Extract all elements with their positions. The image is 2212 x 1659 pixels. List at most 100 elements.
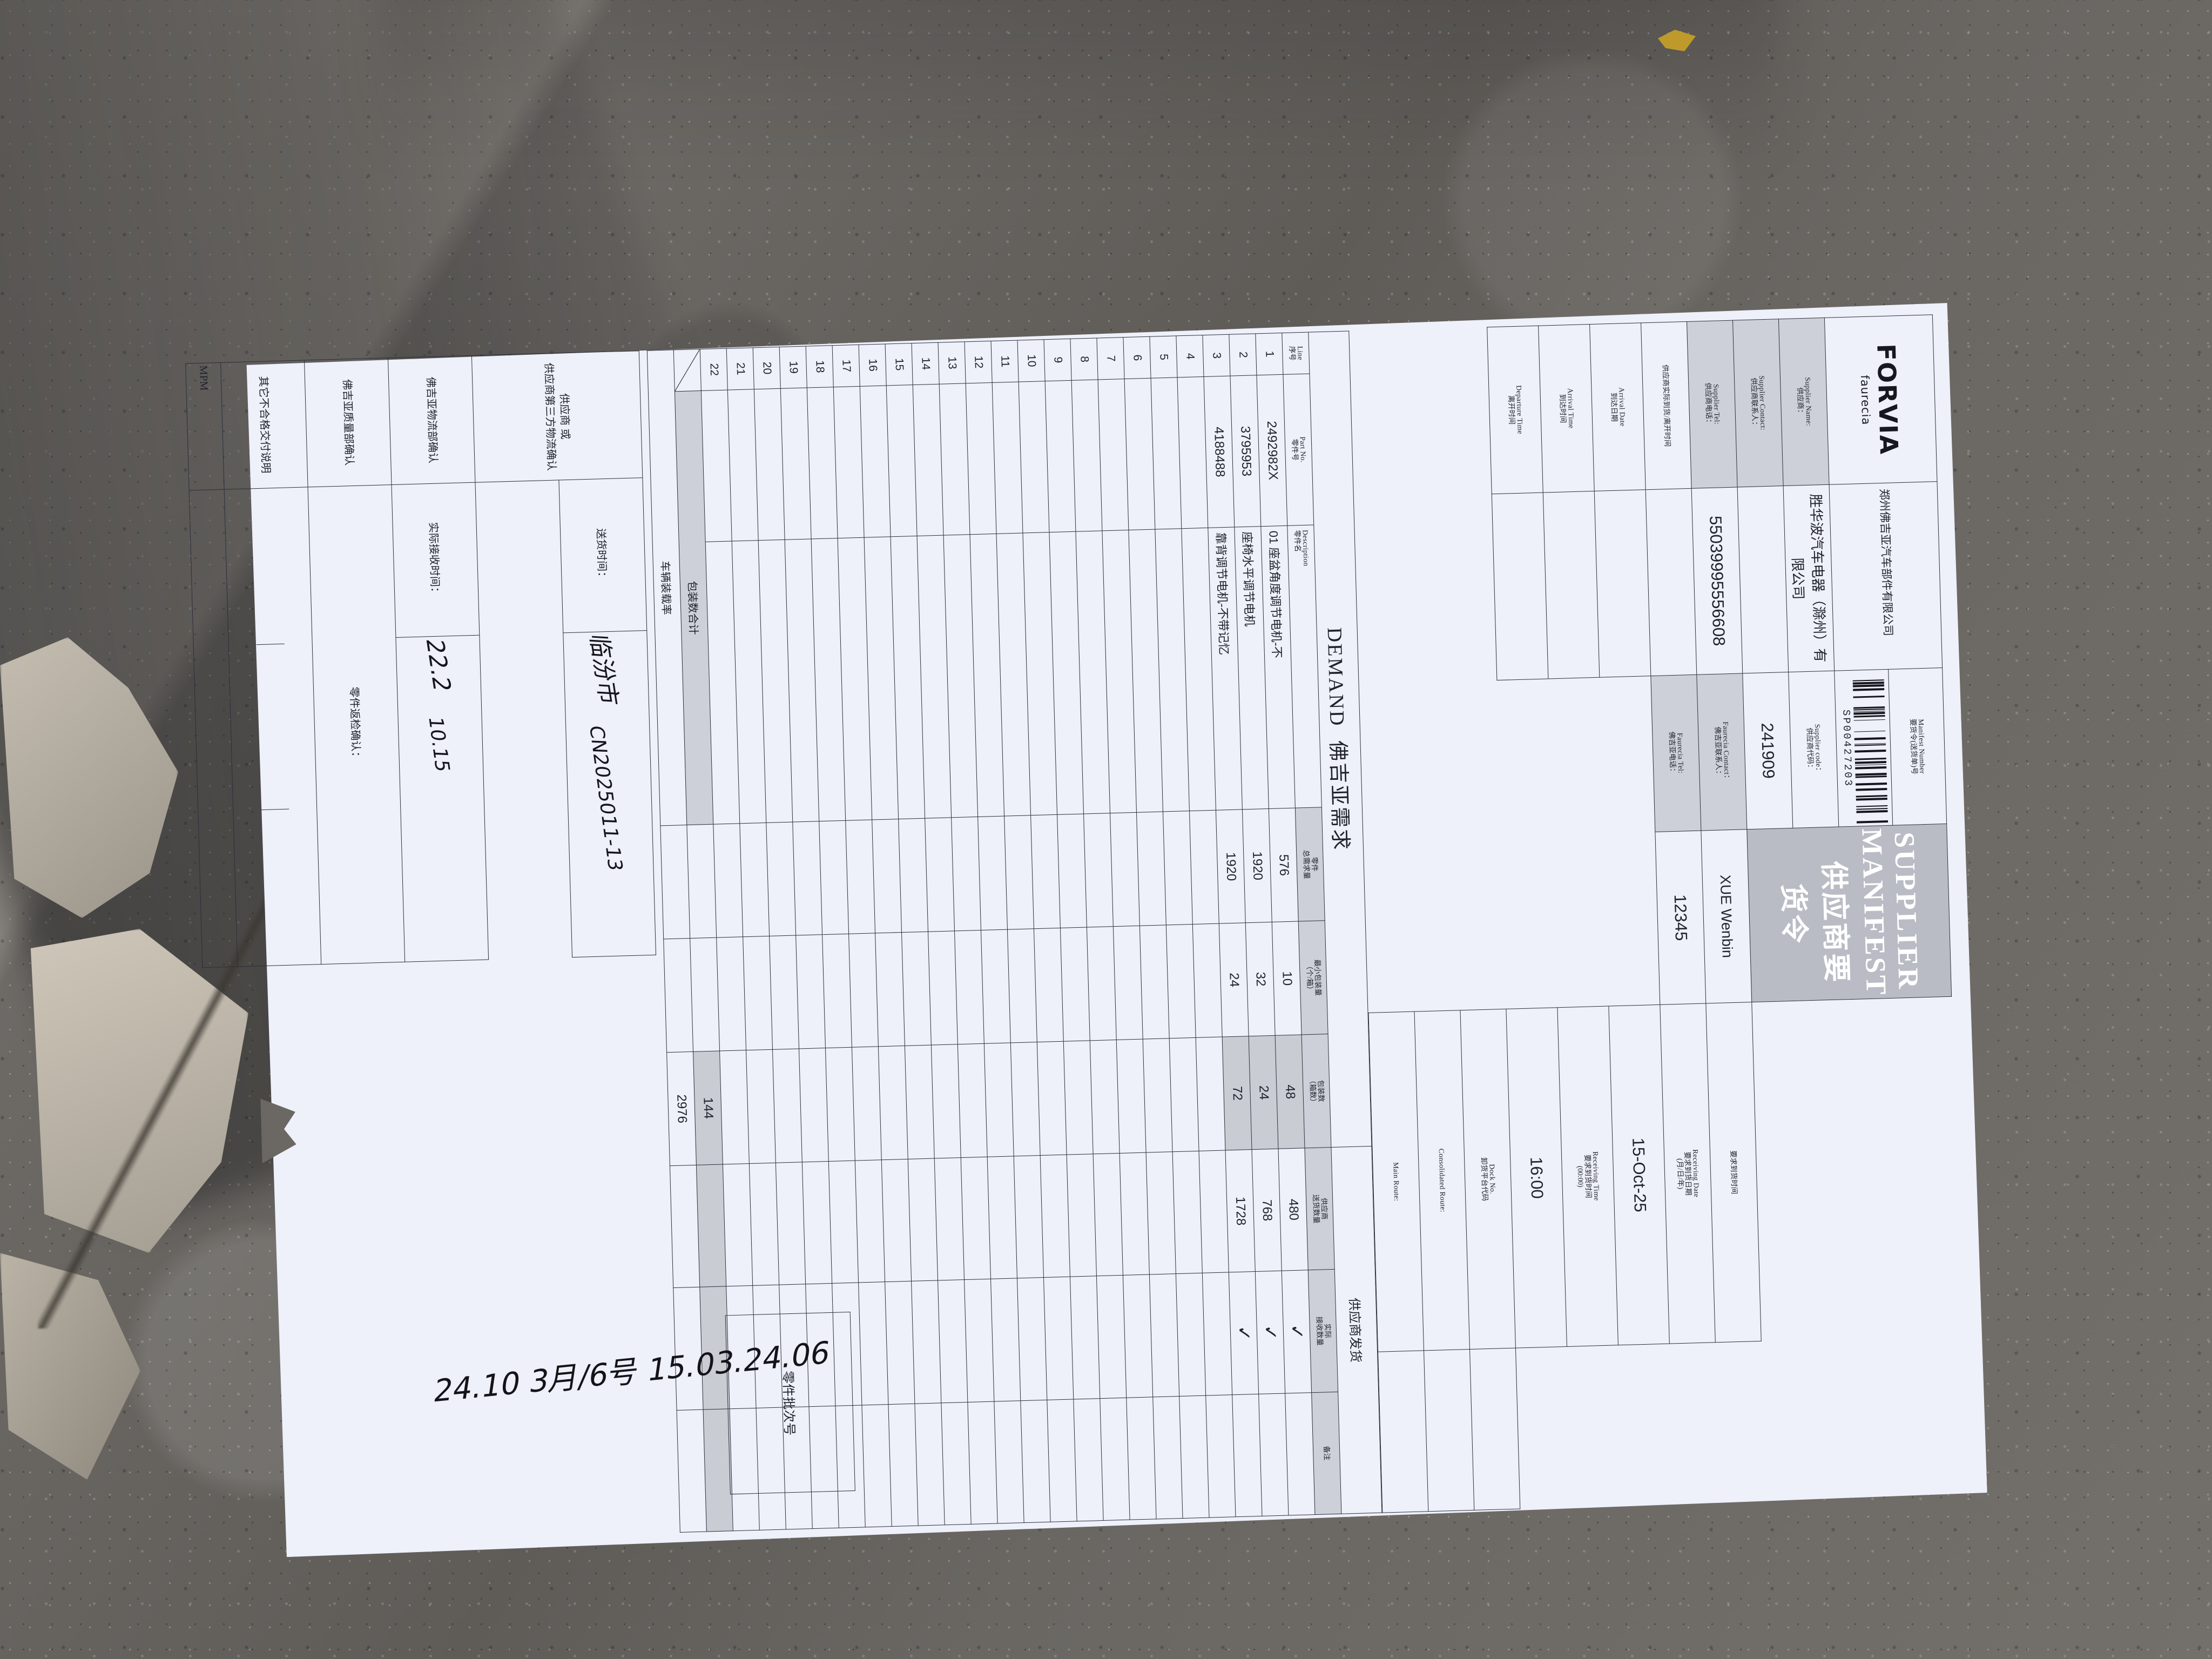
receiving-time-value[interactable]: 16:00 — [1506, 1007, 1567, 1348]
cell-part_no[interactable] — [1151, 377, 1182, 530]
cell-pack_count[interactable] — [1196, 1037, 1226, 1151]
cell-supplier_qty[interactable] — [775, 1162, 806, 1285]
cell-min_pack[interactable] — [1113, 926, 1143, 1040]
cell-part_no[interactable] — [992, 381, 1023, 534]
cell-pack_count[interactable] — [957, 1043, 988, 1158]
cell-received_qty[interactable] — [1017, 1277, 1047, 1401]
cell-line[interactable]: 18 — [806, 345, 834, 388]
cell-part_no[interactable] — [780, 387, 812, 540]
cell-received_qty[interactable] — [964, 1279, 994, 1402]
cell-remark[interactable] — [1126, 1397, 1157, 1520]
cell-supplier_qty[interactable] — [908, 1158, 938, 1282]
cell-remark[interactable] — [1232, 1394, 1262, 1517]
cell-min_pack[interactable] — [901, 932, 932, 1046]
cell-received_qty[interactable] — [1176, 1273, 1206, 1397]
departure-time-value[interactable] — [1492, 493, 1548, 680]
cell-line[interactable]: 14 — [912, 342, 940, 385]
cell-min_pack[interactable] — [1007, 928, 1037, 1043]
cell-line[interactable]: 22 — [700, 348, 728, 391]
cell-supplier_qty[interactable] — [855, 1159, 885, 1283]
cell-total_demand[interactable] — [845, 820, 875, 934]
cell-part_no[interactable] — [939, 383, 970, 536]
cell-pack_count[interactable] — [878, 1046, 908, 1160]
faurecia-tel-value[interactable]: 12345 — [1655, 831, 1706, 1005]
cell-remark[interactable] — [1258, 1393, 1289, 1516]
cell-min_pack[interactable]: 32 — [1245, 922, 1276, 1036]
cell-total_demand[interactable] — [1030, 814, 1061, 929]
cell-part_no[interactable] — [913, 384, 944, 536]
cell-line[interactable]: 19 — [779, 346, 807, 389]
cell-pack_count[interactable] — [984, 1043, 1014, 1157]
cell-remark[interactable] — [1205, 1394, 1236, 1518]
main-route-value[interactable] — [1378, 1351, 1428, 1513]
cell-pack_count[interactable] — [852, 1047, 882, 1161]
cell-received_qty[interactable] — [858, 1282, 888, 1405]
cell-received_qty[interactable] — [1070, 1276, 1100, 1399]
cell-total_demand[interactable] — [1163, 811, 1193, 926]
cell-line[interactable]: 2 — [1229, 333, 1257, 376]
cell-remark[interactable] — [914, 1402, 945, 1526]
other-nonconforming-cell[interactable] — [224, 487, 321, 967]
cell-part_no[interactable] — [1019, 381, 1049, 534]
cell-received_qty[interactable] — [1149, 1274, 1179, 1397]
cell-pack_count[interactable] — [1037, 1041, 1067, 1156]
cell-line[interactable]: 13 — [938, 341, 966, 385]
cell-pack_count[interactable] — [825, 1047, 855, 1162]
cell-supplier_qty[interactable] — [934, 1157, 965, 1281]
cell-total_demand[interactable] — [1057, 814, 1087, 928]
cell-received_qty[interactable] — [911, 1280, 941, 1404]
cell-line[interactable]: 8 — [1070, 338, 1098, 381]
cell-line[interactable]: 6 — [1123, 336, 1151, 379]
cell-supplier_qty[interactable] — [1014, 1155, 1044, 1279]
cell-min_pack[interactable] — [848, 933, 879, 1048]
cell-total_demand[interactable]: 576 — [1269, 808, 1299, 922]
cell-remark[interactable] — [967, 1401, 998, 1525]
cell-part_no[interactable] — [1045, 380, 1076, 532]
cell-remark[interactable] — [1100, 1397, 1130, 1521]
cell-line[interactable]: 9 — [1043, 339, 1072, 381]
cell-min_pack[interactable] — [1034, 928, 1064, 1042]
cell-pack_count[interactable] — [746, 1049, 776, 1164]
cell-total_demand[interactable]: 1920 — [1242, 808, 1272, 923]
cell-part_no[interactable] — [754, 388, 785, 541]
cell-line[interactable]: 10 — [1017, 339, 1046, 382]
arrival-date-value[interactable] — [1594, 489, 1651, 678]
cell-supplier_qty[interactable] — [802, 1161, 832, 1285]
cell-supplier_qty[interactable] — [749, 1163, 779, 1286]
reinspect-label[interactable]: 零件返检确认： — [308, 484, 405, 965]
cell-total_demand[interactable] — [766, 822, 796, 936]
cell-part_no[interactable] — [727, 389, 759, 542]
supplier-contact-value[interactable] — [1737, 485, 1789, 673]
cell-min_pack[interactable] — [954, 930, 984, 1044]
cell-remark[interactable] — [1047, 1399, 1077, 1522]
cell-pack_count[interactable] — [719, 1050, 750, 1165]
cell-pack_count[interactable] — [1090, 1040, 1120, 1154]
cell-supplier_qty[interactable] — [1040, 1155, 1070, 1278]
cell-total_demand[interactable] — [739, 822, 770, 937]
cell-pack_count[interactable] — [1116, 1039, 1147, 1154]
actual-receive-cell[interactable]: 22.2 10.15 — [395, 635, 489, 962]
cell-min_pack[interactable] — [795, 934, 826, 1049]
cell-remark[interactable] — [861, 1404, 892, 1527]
cell-remark[interactable] — [1073, 1398, 1104, 1521]
cell-line[interactable]: 3 — [1202, 334, 1230, 377]
cell-remark[interactable] — [888, 1403, 919, 1527]
cell-supplier_qty[interactable] — [1120, 1152, 1150, 1276]
cell-remark[interactable] — [994, 1400, 1024, 1524]
cell-pack_count[interactable] — [1063, 1041, 1094, 1155]
cell-received_qty[interactable] — [990, 1278, 1021, 1401]
cell-total_demand[interactable] — [792, 821, 822, 936]
cell-received_qty[interactable] — [1202, 1272, 1232, 1395]
cell-pack_count[interactable] — [905, 1045, 935, 1159]
cell-min_pack[interactable] — [1192, 923, 1223, 1038]
cell-supplier_qty[interactable] — [987, 1156, 1017, 1279]
cell-line[interactable]: 20 — [753, 347, 781, 389]
cell-line[interactable]: 11 — [991, 340, 1019, 383]
cell-part_no[interactable] — [807, 387, 838, 539]
cell-total_demand[interactable] — [1004, 815, 1034, 930]
faurecia-contact-value[interactable]: XUE Wenbin — [1701, 829, 1752, 1003]
cell-min_pack[interactable] — [981, 929, 1011, 1044]
cell-line[interactable]: 15 — [885, 343, 913, 386]
cell-pack_count[interactable] — [931, 1044, 961, 1159]
cell-min_pack[interactable] — [1139, 925, 1170, 1040]
